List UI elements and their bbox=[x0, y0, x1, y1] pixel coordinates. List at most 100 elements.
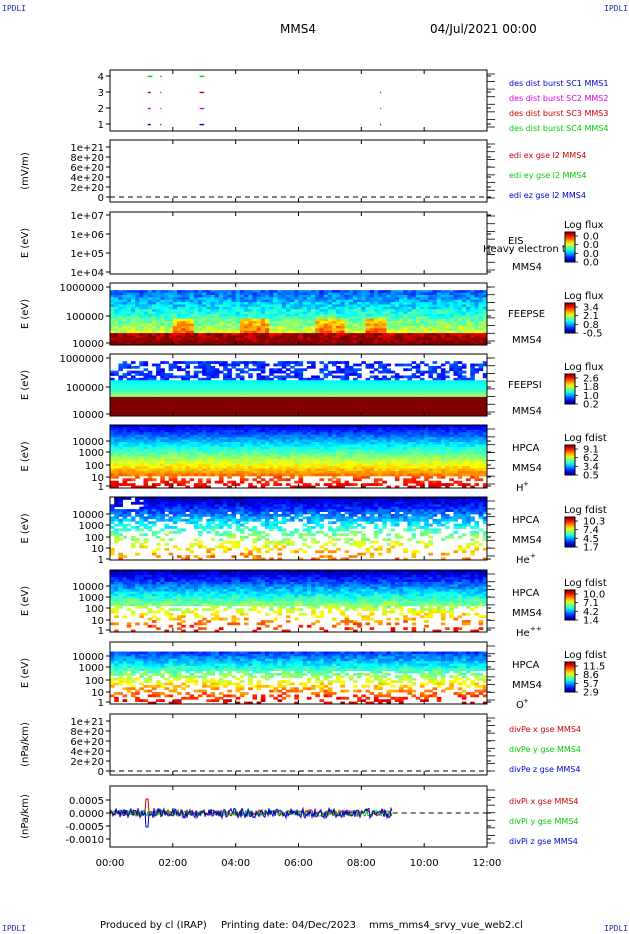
y-tick-label: 1000000 bbox=[59, 354, 104, 365]
x-tick-label: 00:00 bbox=[96, 858, 125, 869]
legend-entry: divPe y gse MMS4 bbox=[509, 745, 581, 754]
species-charge: + bbox=[523, 480, 529, 488]
legend-entry: des dist burst SC1 MMS1 bbox=[509, 79, 608, 88]
y-tick-label: -0.0005 bbox=[65, 822, 104, 833]
y-tick-label: 2e+20 bbox=[70, 757, 104, 768]
x-tick-label: 08:00 bbox=[347, 858, 376, 869]
panel-subtitle: Heavy electron to bbox=[483, 244, 572, 255]
y-axis-label: (nPa/km) bbox=[20, 794, 31, 839]
spectrogram-hpca_h bbox=[110, 425, 488, 489]
colorbar-tick-label: 0.0 bbox=[583, 240, 599, 251]
colorbar-tick-label: 0.5 bbox=[583, 471, 599, 482]
spacecraft-label: MMS4 bbox=[512, 262, 542, 273]
instrument-label: FEEPSE bbox=[508, 309, 545, 320]
x-tick-label: 04:00 bbox=[221, 858, 250, 869]
spacecraft-title: MMS4 bbox=[280, 22, 316, 36]
spacecraft-label: MMS4 bbox=[512, 335, 542, 346]
y-tick-label: 1e+04 bbox=[70, 268, 104, 279]
colorbar-title: Log flux bbox=[564, 362, 604, 373]
panel-burst: 1 2 3 4 des dist burst SC1 MMS1 des dist burs… bbox=[98, 69, 608, 133]
spacecraft-label: MMS4 bbox=[512, 406, 542, 417]
y-tick-label: 1 bbox=[98, 555, 104, 566]
y-tick-label: 0.0000 bbox=[69, 809, 104, 820]
legend-entry: divPe z gse MMS4 bbox=[509, 765, 580, 774]
y-axis-label: E (eV) bbox=[20, 370, 31, 400]
y-tick-label: 1000 bbox=[79, 448, 104, 459]
instrument-label: HPCA bbox=[512, 660, 540, 671]
y-tick-label: 1e+21 bbox=[70, 143, 104, 154]
species-charge: ++ bbox=[530, 625, 542, 633]
colorbar bbox=[564, 373, 576, 405]
colorbar-tick-label: 1.7 bbox=[583, 543, 599, 554]
y-tick-label: 4e+20 bbox=[70, 173, 104, 184]
spectrogram-hpca_hepp bbox=[110, 570, 488, 633]
colorbar bbox=[564, 661, 576, 693]
y-axis-label: E (eV) bbox=[20, 441, 31, 471]
legend-entry: edi ez gse l2 MMS4 bbox=[509, 191, 586, 200]
colorbar-tick-label: 6.2 bbox=[583, 453, 599, 464]
y-tick-label: 10000 bbox=[72, 652, 104, 663]
y-axis-label: E (eV) bbox=[20, 586, 31, 616]
colorbar-tick-label: 2.9 bbox=[583, 688, 599, 699]
colorbar-tick-label: 1.8 bbox=[583, 382, 599, 393]
y-tick-label: 8e+20 bbox=[70, 153, 104, 164]
panel-feepse: 10000 100000 1000000 E (eV) FEEPSE MMS4 Log fl… bbox=[20, 282, 604, 350]
y-tick-label: 1 bbox=[98, 482, 104, 493]
y-tick-label: 4 bbox=[98, 72, 104, 83]
colorbar-tick-label: -0.5 bbox=[583, 329, 603, 340]
y-tick-label: 1 bbox=[98, 698, 104, 709]
colorbar-tick-label: 1.4 bbox=[583, 616, 599, 627]
y-tick-label: 4e+20 bbox=[70, 747, 104, 758]
y-tick-label: 100 bbox=[85, 461, 104, 472]
y-tick-label: 1e+21 bbox=[70, 717, 104, 728]
y-tick-label: 100 bbox=[85, 533, 104, 544]
divpi-series-2 bbox=[109, 806, 393, 828]
footer-filename: mms_mms4_srvy_vue_web2.cl bbox=[369, 920, 523, 931]
instrument-label: EIS bbox=[508, 236, 524, 247]
colorbar-tick-label: 0.0 bbox=[583, 258, 599, 269]
colorbar-tick-label: 4.2 bbox=[583, 607, 599, 618]
y-tick-label: 1e+05 bbox=[70, 249, 104, 260]
corner-label-top-left: IPDLI bbox=[2, 4, 27, 13]
y-axis-label: (nPa/km) bbox=[20, 722, 31, 767]
colorbar-tick-label: 3.4 bbox=[583, 303, 599, 314]
spacecraft-label: MMS4 bbox=[512, 608, 542, 619]
colorbar bbox=[564, 231, 576, 263]
spectrogram-hpca_he bbox=[110, 497, 488, 561]
species-charge: + bbox=[523, 697, 529, 705]
colorbar-tick-label: 8.6 bbox=[583, 670, 599, 681]
colorbar-title: Log flux bbox=[564, 291, 604, 302]
x-tick-label: 10:00 bbox=[410, 858, 439, 869]
y-tick-label: 1e+06 bbox=[70, 230, 104, 241]
species-label: H bbox=[516, 483, 524, 494]
y-tick-label: 10 bbox=[91, 473, 104, 484]
y-tick-label: 6e+20 bbox=[70, 163, 104, 174]
legend-entry: des dist burst SC3 MMS3 bbox=[509, 109, 608, 118]
x-tick-label: 12:00 bbox=[473, 858, 502, 869]
colorbar-tick-label: 9.1 bbox=[583, 445, 599, 456]
y-tick-label: 3 bbox=[98, 88, 104, 99]
legend-entry: edi ey gse l2 MMS4 bbox=[509, 171, 587, 180]
instrument-label: HPCA bbox=[512, 588, 540, 599]
x-tick-label: 06:00 bbox=[284, 858, 313, 869]
colorbar-tick-label: 2.6 bbox=[583, 374, 599, 385]
colorbar bbox=[564, 444, 576, 476]
y-tick-label: 1 bbox=[98, 626, 104, 637]
y-tick-label: 6e+20 bbox=[70, 737, 104, 748]
corner-label-bottom-right: IPDLI bbox=[604, 924, 629, 933]
colorbar-tick-label: 10.0 bbox=[583, 590, 605, 601]
y-tick-label: 2 bbox=[98, 104, 104, 115]
legend-entry: divPe x gse MMS4 bbox=[509, 725, 581, 734]
y-tick-label: 1000000 bbox=[59, 283, 104, 294]
legend-entry: divPi z gse MMS4 bbox=[509, 837, 578, 846]
y-tick-label: 100000 bbox=[66, 312, 104, 323]
y-tick-label: 100 bbox=[85, 676, 104, 687]
y-axis-label: E (eV) bbox=[20, 299, 31, 329]
y-tick-label: 10000 bbox=[72, 410, 104, 421]
spacecraft-label: MMS4 bbox=[512, 535, 542, 546]
corner-label-bottom-left: IPDLI bbox=[2, 924, 27, 933]
